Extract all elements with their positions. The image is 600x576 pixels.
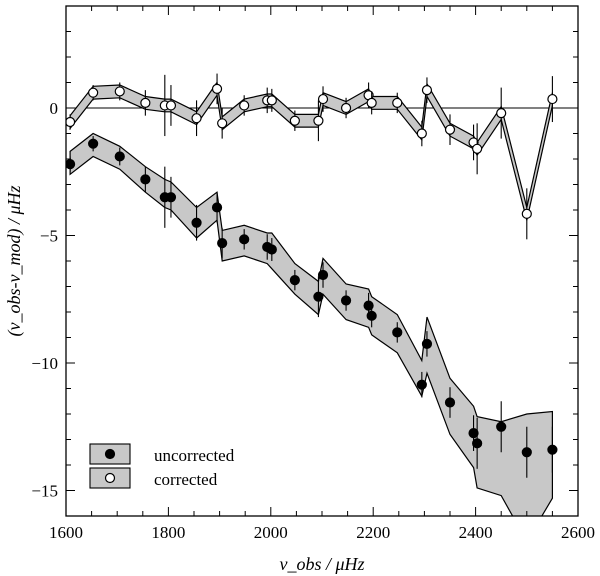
uncorrected-point	[317, 269, 329, 281]
corrected-point	[191, 113, 202, 124]
corrected-point	[472, 143, 483, 154]
legend: uncorrected corrected	[89, 443, 235, 489]
uncorrected-point	[521, 447, 532, 458]
uncorrected-point	[313, 291, 324, 302]
corrected-point	[289, 115, 300, 126]
corrected-point	[496, 107, 507, 119]
uncorrected-point	[547, 444, 558, 455]
x-tick-label: 2400	[459, 523, 493, 542]
uncorrected-point	[191, 217, 202, 228]
uncorrected-point	[266, 244, 277, 255]
corrected-point	[547, 93, 558, 105]
uncorrected-point	[88, 138, 99, 149]
corrected-point	[416, 128, 427, 139]
legend-marker-uncorrected	[104, 448, 116, 460]
corrected-point	[392, 97, 403, 109]
uncorrected-point	[421, 338, 433, 349]
uncorrected-point	[239, 234, 250, 245]
uncorrected-point	[211, 202, 223, 213]
corrected-point	[140, 97, 151, 109]
x-axis-label: ν_obs / μHz	[279, 554, 364, 574]
uncorrected-point	[340, 295, 352, 306]
y-tick-label: −5	[40, 227, 58, 246]
uncorrected-point	[468, 428, 479, 439]
corrected-point	[114, 86, 125, 97]
plot-area	[66, 73, 578, 516]
y-tick-label: −10	[31, 354, 58, 373]
corrected-point	[88, 87, 99, 98]
corrected-point	[340, 102, 352, 114]
corrected-point	[165, 100, 177, 111]
uncorrected-point	[114, 151, 125, 162]
uncorrected-point	[363, 300, 374, 311]
corrected-point	[317, 93, 329, 105]
x-tick-label: 2600	[561, 523, 595, 542]
uncorrected-point	[472, 438, 483, 449]
uncorrected-point	[392, 327, 403, 338]
corrected-point	[217, 118, 228, 129]
uncorrected-point	[140, 174, 151, 185]
corrected-point	[266, 95, 277, 106]
x-tick-label: 2200	[356, 523, 390, 542]
uncorrected-point	[366, 310, 377, 321]
x-tick-label: 1800	[151, 523, 185, 542]
corrected-point	[421, 85, 433, 96]
corrected-point	[239, 100, 250, 111]
corrected-point	[521, 208, 532, 219]
uncorrected-point	[496, 421, 507, 432]
x-tick-label: 1600	[49, 523, 83, 542]
uncorrected-band	[69, 132, 554, 516]
x-tick-label: 2000	[254, 523, 288, 542]
corrected-point	[313, 115, 324, 126]
corrected-point	[444, 124, 456, 135]
uncorrected-point	[217, 238, 228, 249]
uncorrected-point	[165, 192, 177, 203]
uncorrected-point	[416, 379, 427, 390]
y-axis-label: (ν_obs-ν_mod) / μHz	[4, 185, 25, 336]
y-tick-label: 0	[50, 99, 59, 118]
uncorrected-point	[66, 159, 76, 170]
uncorrected-point	[289, 275, 300, 286]
corrected-point	[66, 116, 76, 128]
legend-marker-corrected	[104, 472, 116, 484]
corrected-point	[366, 97, 377, 109]
legend-label-corrected: corrected	[154, 470, 218, 489]
corrected-point	[211, 83, 223, 94]
legend-label-uncorrected: uncorrected	[154, 446, 235, 465]
y-tick-label: −15	[31, 482, 58, 501]
uncorrected-point	[444, 397, 456, 408]
